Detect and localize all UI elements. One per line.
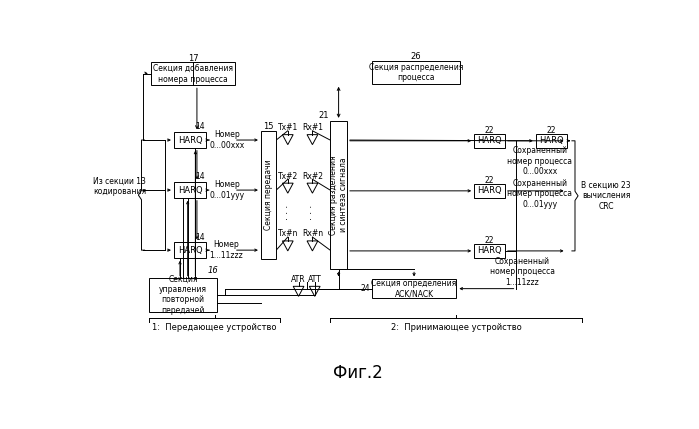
FancyBboxPatch shape <box>474 244 505 258</box>
Text: Rx#n: Rx#n <box>302 230 323 239</box>
Text: 14: 14 <box>195 233 205 242</box>
Text: Tx#1: Tx#1 <box>278 123 298 132</box>
FancyBboxPatch shape <box>151 62 236 85</box>
Text: Rx#1: Rx#1 <box>302 123 323 132</box>
Text: 17: 17 <box>188 54 199 63</box>
Text: · · ·: · · · <box>308 204 317 220</box>
Text: Секция определения
ACK/NACK: Секция определения ACK/NACK <box>371 279 456 298</box>
FancyBboxPatch shape <box>330 121 347 269</box>
Text: 22: 22 <box>485 236 494 245</box>
FancyBboxPatch shape <box>149 278 217 312</box>
Text: HARQ: HARQ <box>477 136 502 145</box>
Text: HARQ: HARQ <box>477 246 502 255</box>
Text: ATR: ATR <box>291 275 306 284</box>
Text: Сохраненный
номер процесса
0...00xxx: Сохраненный номер процесса 0...00xxx <box>507 146 572 176</box>
Text: HARQ: HARQ <box>539 136 563 145</box>
Text: В секцию 23
вычисления
CRC: В секцию 23 вычисления CRC <box>581 181 630 211</box>
Text: 16: 16 <box>208 266 219 275</box>
Text: 15: 15 <box>264 122 274 131</box>
FancyBboxPatch shape <box>372 279 456 298</box>
Text: Tx#n: Tx#n <box>278 230 298 239</box>
Text: Номер
0...01yyy: Номер 0...01yyy <box>209 180 245 200</box>
Text: HARQ: HARQ <box>178 246 202 255</box>
FancyBboxPatch shape <box>474 184 505 198</box>
Text: 24: 24 <box>361 284 370 293</box>
Text: 14: 14 <box>195 172 205 181</box>
Text: · · ·: · · · <box>283 204 293 220</box>
FancyBboxPatch shape <box>372 61 460 84</box>
Text: 21: 21 <box>319 111 329 120</box>
Text: 22: 22 <box>485 176 494 185</box>
Text: Секция передачи: Секция передачи <box>264 160 273 230</box>
Text: Секция
управления
повторной
передачей: Секция управления повторной передачей <box>159 275 207 315</box>
Text: 2:  Принимающее устройство: 2: Принимающее устройство <box>391 323 521 332</box>
Text: HARQ: HARQ <box>477 186 502 195</box>
Text: Tx#2: Tx#2 <box>278 172 298 181</box>
Text: Номер
0...00xxx: Номер 0...00xxx <box>209 130 245 150</box>
FancyBboxPatch shape <box>474 134 505 148</box>
Text: Секция разделения
и синтеза сигнала: Секция разделения и синтеза сигнала <box>329 155 348 235</box>
FancyBboxPatch shape <box>174 182 206 198</box>
Text: Rx#2: Rx#2 <box>302 172 323 181</box>
Text: 14: 14 <box>195 122 205 131</box>
Text: 1:  Передающее устройство: 1: Передающее устройство <box>152 323 277 332</box>
Text: Секция добавления
номера процесса: Секция добавления номера процесса <box>153 64 233 84</box>
Text: ATT: ATT <box>308 275 322 284</box>
Text: Секция распределения
процесса: Секция распределения процесса <box>369 63 463 82</box>
Text: 22: 22 <box>485 126 494 135</box>
Text: Сохраненный
номер процесса
1...11zzz: Сохраненный номер процесса 1...11zzz <box>489 257 554 287</box>
FancyBboxPatch shape <box>174 132 206 148</box>
FancyBboxPatch shape <box>261 131 276 260</box>
Text: Сохраненный
номер процесса
0...01yyy: Сохраненный номер процесса 0...01yyy <box>507 179 572 209</box>
Text: Из секции 13
кодирования: Из секции 13 кодирования <box>93 176 146 196</box>
FancyBboxPatch shape <box>174 242 206 258</box>
Text: 26: 26 <box>411 52 421 61</box>
Text: HARQ: HARQ <box>178 186 202 195</box>
Text: HARQ: HARQ <box>178 136 202 145</box>
Text: Фиг.2: Фиг.2 <box>333 363 383 381</box>
Text: 22: 22 <box>547 126 556 135</box>
FancyBboxPatch shape <box>535 134 566 148</box>
Text: Номер
1...11zzz: Номер 1...11zzz <box>209 240 243 260</box>
